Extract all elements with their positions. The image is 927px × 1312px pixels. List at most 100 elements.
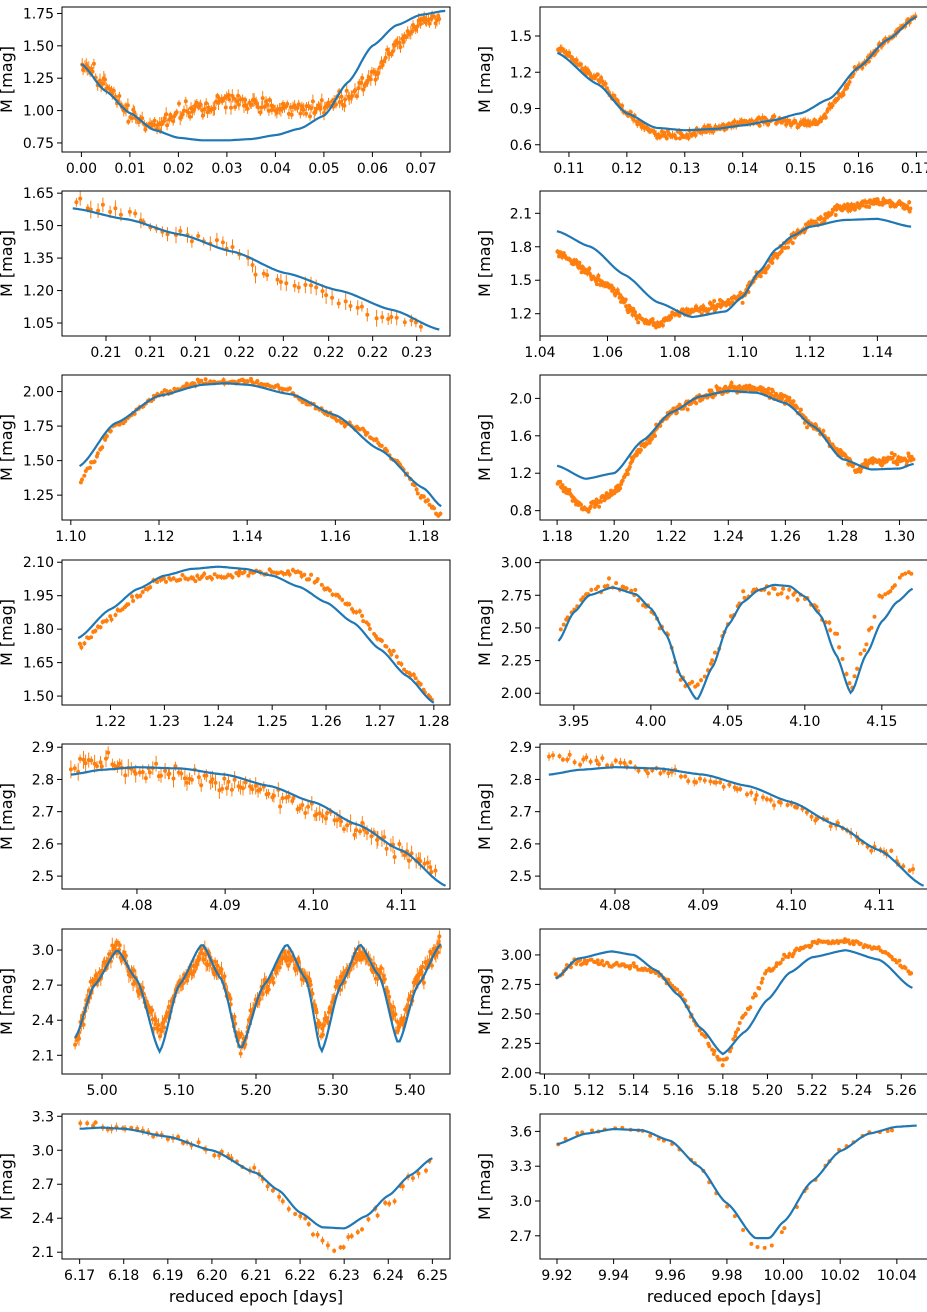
x-tick-label: 0.23	[401, 345, 432, 361]
data-point	[276, 571, 281, 576]
data-point	[365, 830, 369, 835]
data-point	[432, 506, 437, 511]
x-tick-label: 3.95	[558, 714, 589, 730]
data-point	[579, 597, 584, 602]
data-point	[798, 407, 803, 412]
data-point	[298, 111, 303, 116]
data-point	[200, 951, 205, 956]
data-point	[355, 305, 360, 310]
data-point	[723, 384, 728, 389]
y-tick-label: 1.5	[510, 273, 532, 289]
data-point	[674, 136, 678, 141]
data-point	[159, 1029, 164, 1034]
y-tick-label: 1.6	[510, 429, 532, 445]
data-point	[852, 674, 857, 679]
data-point	[78, 756, 83, 761]
panel-3: 0.21 0.21 0.21 0.22 0.22 0.22 0.22 0.23 1.05 1.20…	[0, 186, 451, 361]
x-tick-label: 0.11	[553, 161, 584, 177]
data-point	[907, 200, 912, 205]
data-point	[164, 112, 169, 117]
data-point	[835, 631, 840, 636]
data-point	[636, 320, 641, 325]
data-point	[327, 588, 332, 593]
y-axis-label: M [mag]	[475, 599, 494, 666]
data-point	[581, 595, 586, 600]
data-point	[220, 240, 225, 245]
data-point	[766, 386, 771, 391]
data-point	[200, 113, 205, 118]
data-point	[597, 504, 602, 509]
data-point	[161, 576, 166, 581]
data-points	[74, 191, 423, 332]
y-axis-label: M [mag]	[475, 783, 494, 850]
data-point	[267, 98, 272, 102]
y-tick-label: 2.7	[510, 805, 532, 821]
data-point	[111, 88, 116, 93]
data-point	[613, 293, 618, 298]
x-tick-label: 1.14	[232, 529, 263, 545]
data-point	[653, 434, 657, 438]
data-point	[188, 114, 193, 119]
data-point	[193, 104, 197, 108]
data-point	[249, 102, 254, 107]
data-point	[624, 304, 629, 309]
y-tick-label: 2.5	[510, 869, 532, 885]
y-tick-label: 1.2	[510, 307, 532, 323]
data-point	[908, 206, 913, 211]
data-point	[167, 771, 172, 776]
data-point	[605, 763, 610, 768]
data-point	[180, 573, 185, 577]
data-point	[239, 1032, 244, 1037]
data-point	[666, 771, 671, 776]
data-point	[360, 820, 365, 825]
data-point	[243, 103, 248, 108]
data-point	[567, 50, 572, 55]
model-curve	[80, 9, 446, 142]
x-tick-label: 4.09	[688, 898, 719, 914]
data-point	[337, 100, 342, 104]
data-point	[330, 592, 335, 597]
x-tick-label: 0.22	[313, 345, 344, 361]
data-point	[155, 580, 160, 584]
x-tick-label: 0.06	[357, 161, 388, 177]
data-point	[236, 102, 241, 107]
data-point	[78, 196, 83, 201]
data-points	[68, 746, 438, 878]
data-point	[237, 569, 242, 574]
x-tick-label: 0.21	[134, 345, 165, 361]
data-point	[117, 943, 122, 948]
data-point	[90, 69, 95, 74]
data-point	[286, 794, 291, 799]
data-point	[232, 777, 237, 782]
y-tick-label: 2.25	[501, 654, 532, 670]
data-point	[212, 106, 217, 111]
x-tick-label: 1.14	[862, 345, 893, 361]
data-point	[386, 317, 391, 321]
data-point	[150, 1008, 155, 1013]
data-point	[805, 425, 809, 430]
data-point	[708, 779, 713, 784]
data-point	[863, 458, 868, 463]
data-point	[140, 590, 145, 594]
data-point	[795, 805, 799, 810]
data-point	[581, 757, 586, 762]
data-point	[113, 613, 118, 617]
data-point	[196, 234, 201, 238]
data-point	[855, 666, 860, 671]
x-tick-label: 4.11	[386, 898, 417, 914]
data-point	[785, 803, 790, 807]
x-tick-label: 0.02	[163, 161, 194, 177]
data-point	[374, 437, 379, 442]
data-point	[605, 583, 610, 588]
data-point	[319, 582, 324, 587]
data-point	[572, 760, 577, 765]
data-point	[598, 499, 603, 504]
model-curve	[78, 382, 442, 508]
data-point	[275, 277, 280, 282]
y-axis-label: M [mag]	[0, 230, 16, 297]
y-tick-label: 1.75	[23, 6, 54, 22]
data-point	[82, 473, 87, 478]
data-point	[389, 315, 394, 319]
data-point	[348, 304, 353, 308]
